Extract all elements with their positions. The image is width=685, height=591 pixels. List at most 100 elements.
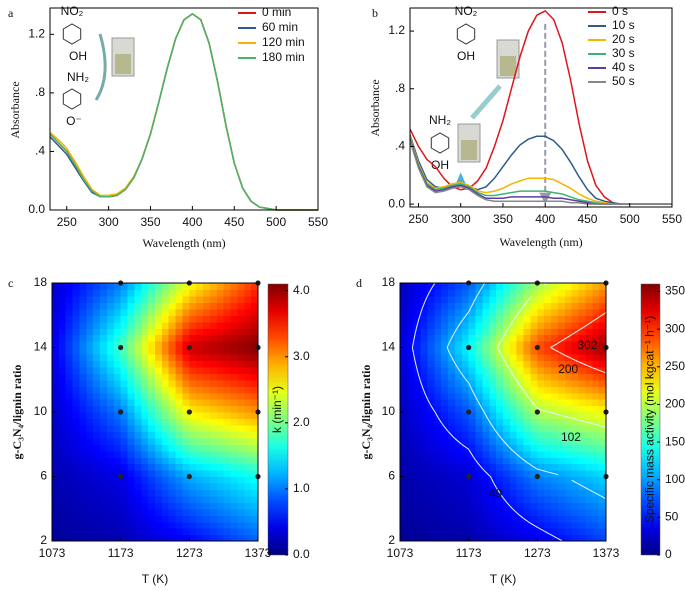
- contour-segment: [420, 308, 423, 314]
- heatmap-cell: [571, 405, 580, 413]
- heatmap-cell: [155, 289, 163, 297]
- heatmap-cell: [113, 360, 122, 368]
- heatmap-cell: [161, 412, 170, 420]
- heatmap-cell: [52, 521, 60, 529]
- x-tick-label: 500: [266, 215, 286, 229]
- heatmap-cell: [599, 489, 607, 497]
- heatmap-cell: [175, 534, 184, 542]
- heatmap-cell: [86, 321, 94, 329]
- heatmap-cell: [79, 476, 87, 484]
- heatmap-cell: [72, 437, 81, 445]
- heatmap-cell: [441, 392, 449, 400]
- heatmap-cell: [585, 347, 593, 355]
- heatmap-cell: [134, 437, 142, 445]
- heatmap-cell: [127, 508, 135, 516]
- heatmap-cell: [523, 418, 532, 426]
- heatmap-cell: [468, 463, 477, 471]
- x-tick-label: 1073: [39, 546, 66, 560]
- y-tick-label: 0.0: [388, 196, 405, 210]
- heatmap-cell: [168, 295, 177, 303]
- heatmap-cell: [509, 463, 518, 471]
- heatmap-cell: [468, 347, 477, 355]
- heatmap-cell: [523, 534, 532, 542]
- heatmap-cell: [189, 315, 197, 323]
- heatmap-cell: [461, 283, 470, 291]
- heatmap-cell: [127, 328, 135, 336]
- heatmap-cell: [216, 289, 225, 297]
- heatmap-cell: [189, 450, 197, 458]
- heatmap-cell: [216, 283, 225, 291]
- heatmap-cell: [585, 308, 593, 316]
- heatmap-cell: [189, 295, 197, 303]
- contour-segment: [598, 314, 603, 318]
- heatmap-cell: [454, 521, 463, 529]
- heatmap-cell: [400, 437, 408, 445]
- heatmap-cell: [448, 289, 456, 297]
- heatmap-cell: [230, 495, 238, 503]
- heatmap-cell: [400, 450, 408, 458]
- heatmap-cell: [454, 534, 463, 542]
- heatmap-cell: [237, 295, 245, 303]
- x-tick-label: 450: [224, 215, 244, 229]
- heatmap-cell: [551, 308, 559, 316]
- heatmap-cell: [523, 437, 532, 445]
- heatmap-cell: [237, 379, 245, 387]
- heatmap-cell: [100, 515, 108, 523]
- heatmap-cell: [120, 476, 129, 484]
- heatmap-cell: [427, 321, 435, 329]
- heatmap-cell: [557, 328, 566, 336]
- heatmap-cell: [216, 392, 225, 400]
- heatmap-cell: [530, 321, 538, 329]
- heatmap-cell: [72, 534, 81, 542]
- heatmap-cell: [175, 457, 184, 465]
- heatmap-cell: [175, 283, 184, 291]
- heatmap-cell: [100, 502, 108, 510]
- heatmap-cell: [564, 366, 573, 374]
- heatmap-cell: [251, 476, 259, 484]
- heatmap-cell: [413, 470, 422, 478]
- heatmap-cell: [578, 528, 586, 536]
- heatmap-cell: [551, 289, 559, 297]
- heatmap-cell: [585, 431, 593, 439]
- heatmap-cell: [106, 341, 115, 349]
- heatmap-cell: [564, 521, 573, 529]
- heatmap-cell: [58, 470, 67, 478]
- heatmap-cell: [585, 495, 593, 503]
- heatmap-cell: [592, 502, 600, 510]
- heatmap-cell: [52, 489, 60, 497]
- heatmap-cell: [251, 437, 259, 445]
- heatmap-cell: [216, 386, 225, 394]
- heatmap-cell: [93, 399, 101, 407]
- heatmap-cell: [448, 450, 456, 458]
- heatmap-cell: [475, 353, 483, 361]
- heatmap-cell: [100, 379, 108, 387]
- heatmap-cell: [223, 418, 232, 426]
- heatmap-cell: [503, 528, 511, 536]
- heatmap-cell: [113, 521, 122, 529]
- heatmap-cell: [420, 489, 429, 497]
- heatmap-cell: [578, 418, 586, 426]
- heatmap-cell: [79, 405, 87, 413]
- heatmap-cell: [516, 347, 525, 355]
- heatmap-cell: [100, 366, 108, 374]
- heatmap-cell: [100, 521, 108, 529]
- heatmap-cell: [448, 495, 456, 503]
- heatmap-cell: [564, 457, 573, 465]
- heatmap-cell: [203, 424, 211, 432]
- heatmap-cell: [461, 463, 470, 471]
- heatmap-cell: [65, 302, 74, 310]
- heatmap-cell: [544, 424, 552, 432]
- contour-segment: [548, 411, 552, 414]
- heatmap-cell: [509, 321, 518, 329]
- heatmap-cell: [551, 463, 559, 471]
- heatmap-cell: [209, 528, 218, 536]
- heatmap-cell: [489, 405, 497, 413]
- heatmap-cell: [592, 283, 600, 291]
- heatmap-cell: [448, 470, 456, 478]
- heatmap-cell: [427, 360, 435, 368]
- heatmap-cell: [65, 360, 74, 368]
- heatmap-cell: [599, 521, 607, 529]
- sample-point: [466, 344, 472, 351]
- heatmap-cell: [489, 418, 497, 426]
- heatmap-cell: [72, 521, 81, 529]
